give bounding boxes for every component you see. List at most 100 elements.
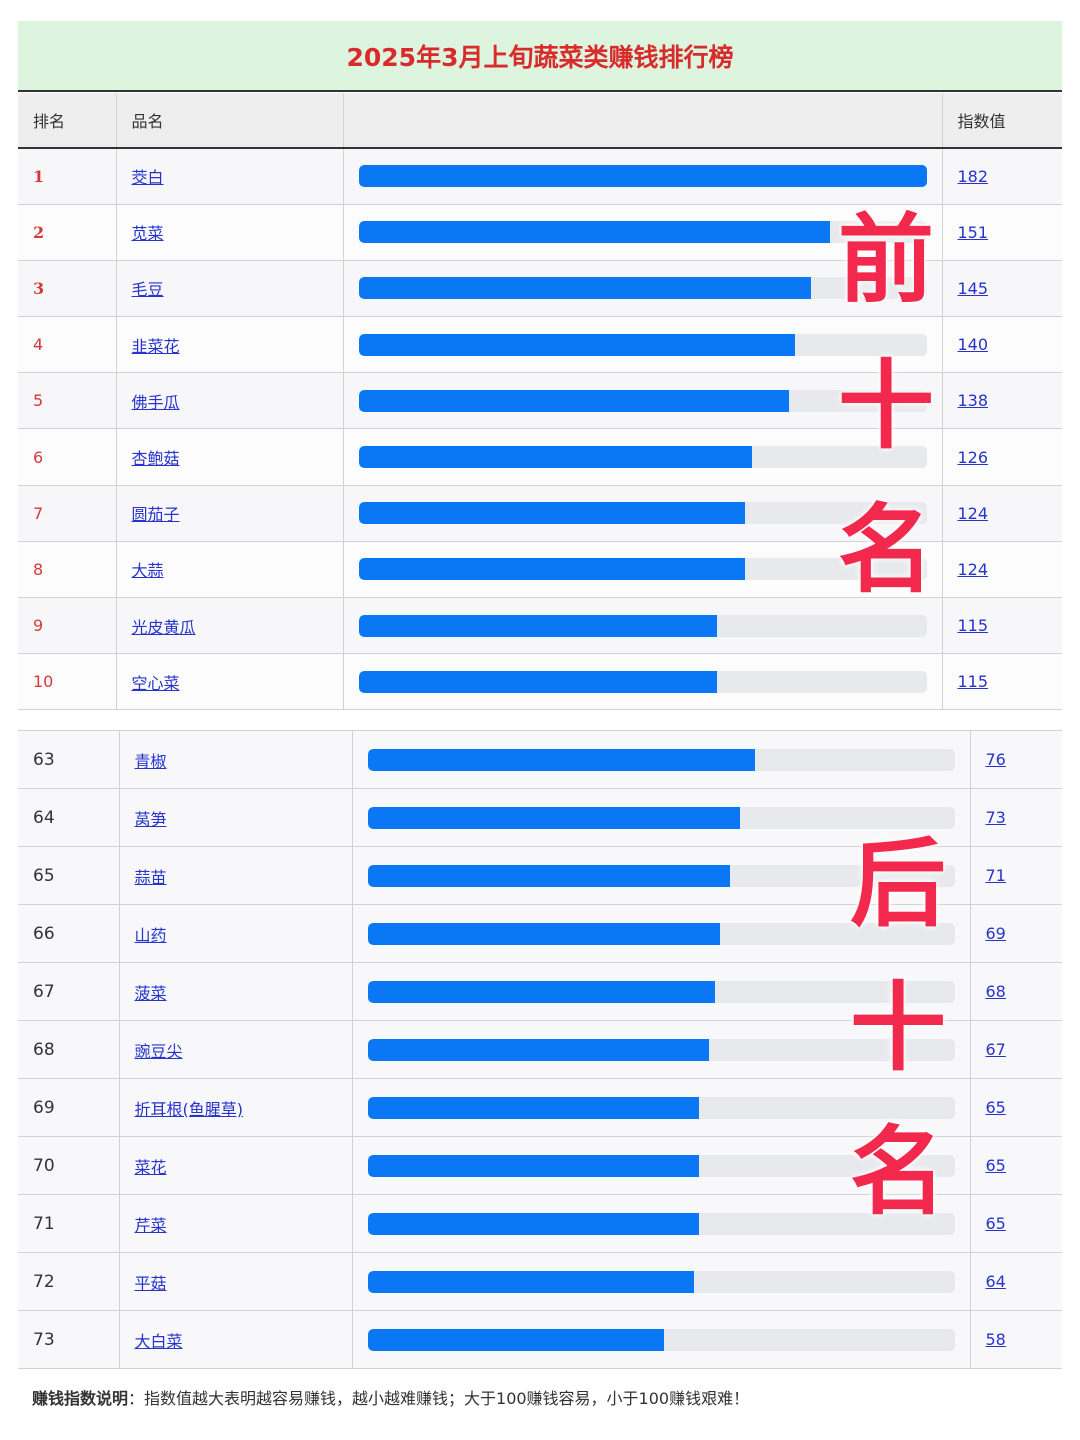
index-value-link[interactable]: 145 [957, 278, 989, 298]
name-cell: 韭菜花 [115, 316, 343, 374]
index-value-link[interactable]: 68 [985, 981, 1006, 1001]
top-ranking-table: 排名 品名 指数值 1 茭白 182 2 苋菜 151 3 毛豆 145 4 韭菜花 140 5 佛手瓜 1… [18, 93, 1062, 711]
name-cell: 青椒 [118, 730, 352, 789]
vegetable-name-link[interactable]: 茭白 [131, 168, 164, 188]
overlay-char-top-2: 十 [838, 350, 934, 462]
bar-cell [351, 730, 970, 789]
bar-cell [342, 204, 942, 261]
index-value-link[interactable]: 73 [985, 807, 1006, 827]
index-value-link[interactable]: 138 [957, 391, 989, 411]
bar-cell [342, 260, 942, 318]
vegetable-name-link[interactable]: 菜花 [134, 1157, 167, 1177]
vegetable-name-link[interactable]: 豌豆尖 [134, 1041, 183, 1061]
vegetable-name-link[interactable]: 菠菜 [134, 983, 167, 1003]
vegetable-name-link[interactable]: 毛豆 [131, 280, 164, 300]
value-cell: 73 [969, 788, 1062, 847]
index-value-link[interactable]: 115 [957, 616, 989, 636]
bar-fill [358, 614, 718, 637]
index-value-link[interactable]: 140 [957, 335, 989, 355]
index-value-link[interactable]: 126 [957, 447, 989, 467]
vegetable-name-link[interactable]: 芹菜 [134, 1215, 167, 1235]
bar-cell [351, 846, 970, 905]
vegetable-name-link[interactable]: 佛手瓜 [131, 392, 180, 412]
bar-fill [358, 446, 752, 469]
rank-cell: 71 [18, 1194, 119, 1253]
footer-note: 赚钱指数说明：指数值越大表明越容易赚钱，越小越难赚钱；大于100赚钱容易，小于1… [32, 1385, 749, 1409]
index-value-link[interactable]: 76 [985, 749, 1006, 769]
table-row: 6 杏鲍菇 126 [18, 428, 1062, 486]
value-cell: 76 [969, 730, 1062, 789]
bar-track [358, 614, 927, 637]
bar-track [367, 1212, 955, 1235]
footer-text: ：指数值越大表明越容易赚钱，越小越难赚钱；大于100赚钱容易，小于100赚钱艰难… [128, 1389, 750, 1408]
bar-fill [367, 1096, 700, 1119]
index-value-link[interactable]: 65 [985, 1097, 1006, 1117]
value-cell: 71 [969, 846, 1062, 905]
value-cell: 124 [941, 485, 1062, 542]
vegetable-name-link[interactable]: 光皮黄瓜 [131, 617, 196, 637]
index-value-link[interactable]: 67 [985, 1039, 1006, 1059]
index-value-link[interactable]: 115 [957, 672, 989, 692]
vegetable-name-link[interactable]: 苋菜 [131, 224, 164, 244]
index-value-link[interactable]: 182 [957, 166, 989, 186]
index-value-link[interactable]: 71 [985, 865, 1006, 885]
vegetable-name-link[interactable]: 大白菜 [134, 1331, 183, 1351]
name-cell: 佛手瓜 [115, 372, 343, 430]
bar-track [358, 446, 927, 469]
bar-fill [367, 806, 741, 829]
name-cell: 蒜苗 [118, 846, 352, 905]
name-cell: 菜花 [118, 1136, 352, 1195]
bar-cell [351, 1078, 970, 1137]
vegetable-name-link[interactable]: 山药 [134, 925, 167, 945]
rank-cell: 66 [18, 904, 119, 963]
table-row: 72 平菇 64 [18, 1252, 1062, 1311]
rank-cell: 3 [18, 260, 116, 318]
table-header-row: 排名 品名 指数值 [18, 93, 1062, 149]
name-cell: 豌豆尖 [118, 1020, 352, 1079]
name-cell: 毛豆 [115, 260, 343, 318]
rank-cell: 73 [18, 1310, 119, 1369]
vegetable-name-link[interactable]: 空心菜 [131, 673, 180, 693]
bar-cell [342, 372, 942, 430]
name-cell: 空心菜 [115, 653, 343, 711]
name-cell: 大蒜 [115, 541, 343, 599]
value-cell: 140 [941, 316, 1062, 374]
vegetable-name-link[interactable]: 圆茄子 [131, 505, 180, 525]
bar-fill [367, 1270, 695, 1293]
vegetable-name-link[interactable]: 蒜苗 [134, 867, 167, 887]
index-value-link[interactable]: 64 [985, 1271, 1006, 1291]
chart-title-bar: 2025年3月上旬蔬菜类赚钱排行榜 [18, 21, 1062, 92]
table-row: 7 圆茄子 124 [18, 485, 1062, 542]
value-cell: 67 [969, 1020, 1062, 1079]
header-value: 指数值 [941, 93, 1062, 149]
header-rank: 排名 [18, 93, 116, 149]
index-value-link[interactable]: 151 [957, 222, 989, 242]
vegetable-name-link[interactable]: 青椒 [134, 751, 167, 771]
vegetable-name-link[interactable]: 莴笋 [134, 809, 167, 829]
index-value-link[interactable]: 65 [985, 1213, 1006, 1233]
index-value-link[interactable]: 65 [985, 1155, 1006, 1175]
rank-cell: 9 [18, 597, 116, 655]
value-cell: 145 [941, 260, 1062, 318]
table-row: 8 大蒜 124 [18, 541, 1062, 599]
bar-fill [358, 558, 746, 581]
name-cell: 光皮黄瓜 [115, 597, 343, 655]
bar-track [367, 1328, 955, 1351]
vegetable-name-link[interactable]: 大蒜 [131, 561, 164, 581]
name-cell: 山药 [118, 904, 352, 963]
index-value-link[interactable]: 124 [957, 503, 989, 523]
bar-cell [351, 1194, 970, 1253]
vegetable-name-link[interactable]: 韭菜花 [131, 336, 180, 356]
vegetable-name-link[interactable]: 杏鲍菇 [131, 449, 180, 469]
bar-fill [367, 980, 715, 1003]
bar-track [358, 389, 927, 412]
bar-cell [342, 428, 942, 486]
bar-fill [358, 165, 927, 188]
index-value-link[interactable]: 69 [985, 923, 1006, 943]
index-value-link[interactable]: 124 [957, 559, 989, 579]
index-value-link[interactable]: 58 [985, 1329, 1006, 1349]
rank-cell: 72 [18, 1252, 119, 1311]
vegetable-name-link[interactable]: 平菇 [134, 1273, 167, 1293]
vegetable-name-link[interactable]: 折耳根(鱼腥草) [134, 1099, 244, 1119]
bar-fill [367, 864, 730, 887]
